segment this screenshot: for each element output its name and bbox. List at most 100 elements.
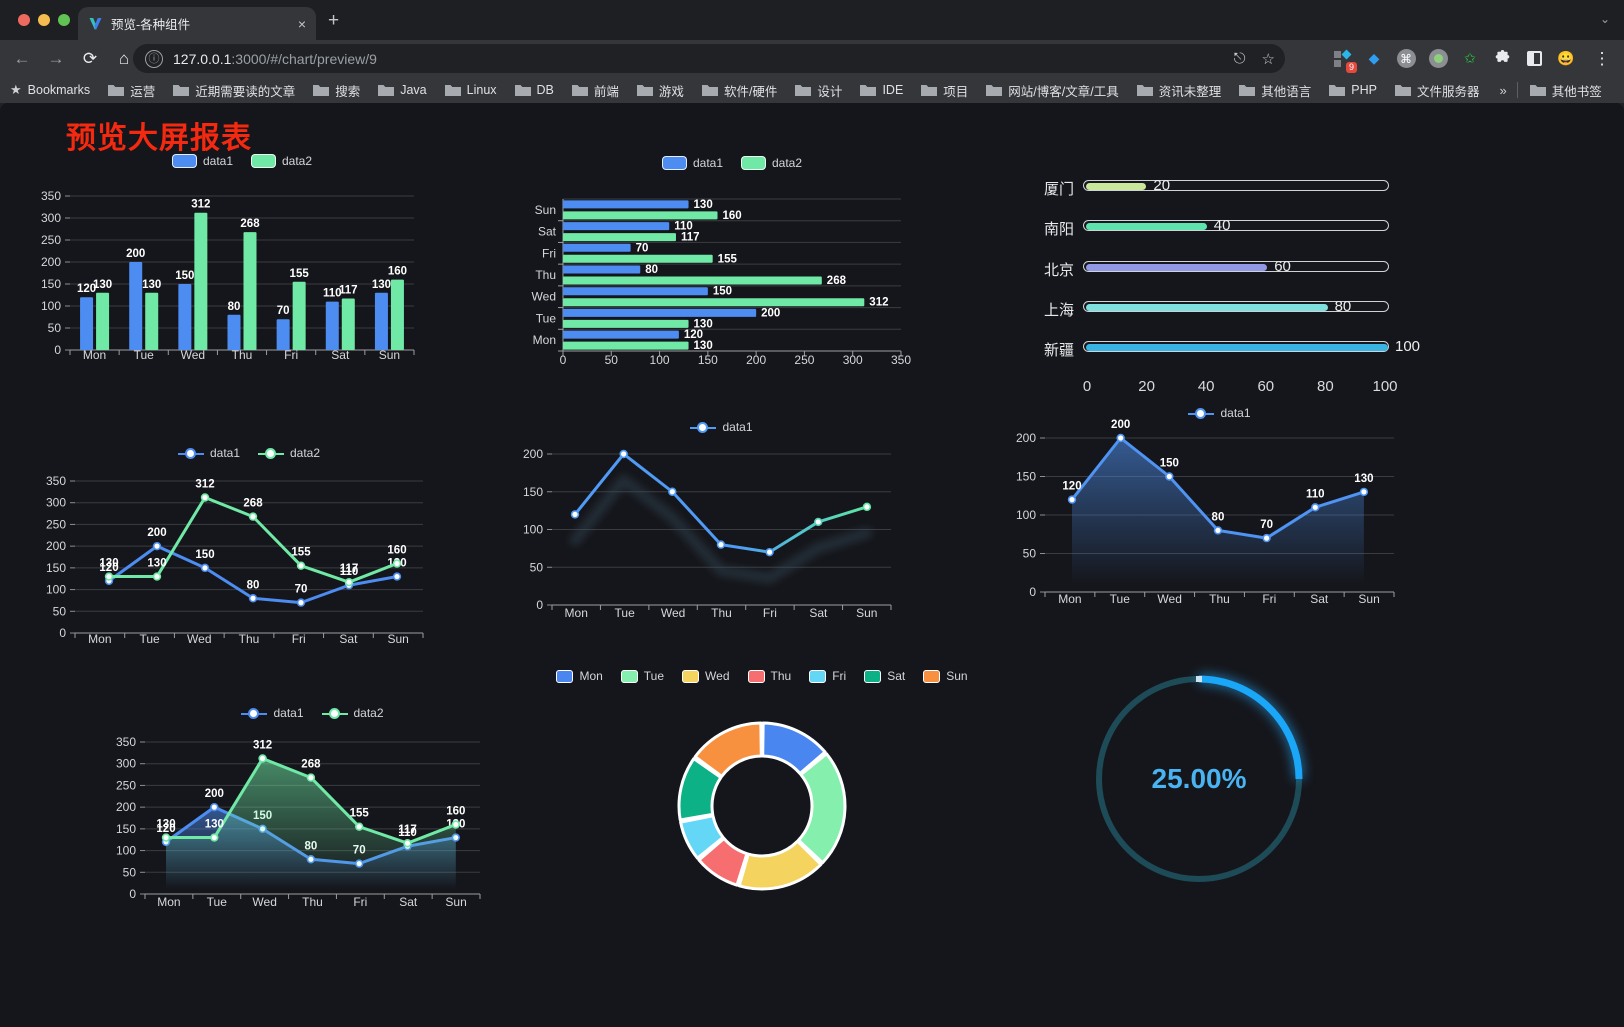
legend-item[interactable]: data1 xyxy=(171,154,233,168)
minimize-window-button[interactable] xyxy=(38,14,50,26)
chart-gauge[interactable]: 25.00% xyxy=(1080,655,1320,903)
legend-item[interactable]: Sun xyxy=(923,669,968,683)
legend-item[interactable]: data2 xyxy=(741,156,802,170)
bookmark-folder[interactable]: 其他语言 xyxy=(1239,81,1311,100)
bookmark-folder[interactable]: 运营 xyxy=(108,81,155,100)
bar-data2 xyxy=(563,211,718,220)
star-extension-icon[interactable]: ✩ xyxy=(1464,50,1476,66)
chart-horizontal-bar[interactable]: data1 data2 0 50 100 150 200 250 300 350 Sun 130 160… xyxy=(500,150,920,378)
site-info-icon[interactable]: ⓘ xyxy=(145,49,163,68)
bookmark-folder[interactable]: 设计 xyxy=(795,81,842,100)
tab-close-icon[interactable]: × xyxy=(297,15,306,32)
bookmark-folder[interactable]: 网站/博客/文章/工具 xyxy=(986,81,1119,100)
forward-button[interactable]: → xyxy=(47,48,65,68)
legend-item[interactable]: Tue xyxy=(620,669,664,683)
extensions-puzzle-icon[interactable] xyxy=(1492,49,1512,69)
reload-button[interactable]: ⟳ xyxy=(82,48,98,68)
bookmark-folder[interactable]: PHP xyxy=(1329,83,1377,97)
marker xyxy=(344,577,354,587)
chart-area-single[interactable]: data1 0 50 100 150 200 Mon Tue Wed Thu Fri Sat Sun 12… xyxy=(960,400,1400,624)
gem-extension-icon[interactable]: ◆ xyxy=(1368,50,1380,66)
menu-dots-icon[interactable]: ⋮ xyxy=(1593,48,1611,68)
bookmark-folder[interactable]: 项目 xyxy=(921,81,968,100)
chart-progress-bars[interactable]: 厦门 20 南阳 40 北京 60 上海 80 新疆 100 0 20 40 60 80 100 xyxy=(1000,158,1430,398)
tab-search-chevron-icon[interactable]: ⌄ xyxy=(1599,12,1610,26)
emoji-extension-icon[interactable]: 😀 xyxy=(1557,50,1575,66)
bar-data1 xyxy=(227,314,241,350)
svg-text:117: 117 xyxy=(681,232,700,244)
chart-line-gradient[interactable]: data1 0 50 100 150 200 Mon Tue Wed Thu Fri Sat Sun xyxy=(500,415,910,637)
svg-text:200: 200 xyxy=(746,353,766,367)
url-bar[interactable]: ⓘ 127.0.0.1 :3000/#/chart/preview/9 ⎋ ☆ xyxy=(133,44,1285,73)
share-icon[interactable]: ⎋ xyxy=(1233,49,1246,67)
tab-manager-extension-icon[interactable]: 9 xyxy=(1332,49,1357,73)
bookmark-label: DB xyxy=(536,83,554,97)
other-bookmarks-folder[interactable]: 其他书签 xyxy=(1529,81,1602,100)
window-controls xyxy=(18,14,70,26)
bookmarks-label-item[interactable]: Bookmarks xyxy=(28,83,91,97)
legend-item[interactable]: data1 xyxy=(661,156,723,170)
bookmark-label: 搜索 xyxy=(335,84,361,99)
svg-text:268: 268 xyxy=(827,275,847,287)
svg-text:110: 110 xyxy=(398,827,417,839)
bar-data1 xyxy=(563,287,708,296)
chart-grouped-bar[interactable]: data1 data2 0 50 100 150 200 250 300 350 Mon Tue Wed… xyxy=(30,150,450,378)
browser-tab[interactable]: 预览-各种组件 × xyxy=(78,7,316,40)
legend-item[interactable]: Thu xyxy=(747,669,791,683)
bookmark-folder[interactable]: 文件服务器 xyxy=(1394,81,1479,100)
legend-item[interactable]: Fri xyxy=(809,669,846,683)
legend-item[interactable]: data1 xyxy=(1188,406,1251,420)
progress-fill xyxy=(1086,183,1147,190)
chart-legend: Mon Tue Wed Thu Fri Sat Sun xyxy=(556,669,968,683)
bookmark-folder[interactable]: DB xyxy=(514,83,554,97)
svg-text:Tue: Tue xyxy=(139,632,160,646)
svg-text:Wed: Wed xyxy=(187,632,211,646)
close-window-button[interactable] xyxy=(18,14,30,26)
bar-data2 xyxy=(563,233,676,242)
svg-text:268: 268 xyxy=(243,498,263,510)
svg-text:Wed: Wed xyxy=(532,290,556,304)
bookmark-folder[interactable]: 搜索 xyxy=(313,81,360,100)
legend-item[interactable]: data1 xyxy=(690,420,753,434)
donut-slice-Mon xyxy=(761,721,827,775)
bookmark-folder[interactable]: IDE xyxy=(860,83,903,97)
marker xyxy=(1067,495,1077,504)
progress-value: 100 xyxy=(1395,338,1421,355)
svg-text:Mon: Mon xyxy=(157,895,180,909)
bookmark-folder[interactable]: Java xyxy=(378,83,427,97)
bookmark-folder[interactable]: 资讯未整理 xyxy=(1136,81,1222,100)
back-button[interactable]: ← xyxy=(13,48,31,68)
home-button[interactable]: ⌂ xyxy=(118,48,130,68)
chart-line-dual[interactable]: data1 data2 0 50 100 150 200 250 300 350 Mon Tue Wed… xyxy=(30,440,450,662)
legend-item[interactable]: data2 xyxy=(321,706,384,720)
chart-donut[interactable]: Mon Tue Wed Thu Fri Sat Sun xyxy=(556,665,968,923)
bookmark-star-icon[interactable]: ☆ xyxy=(1261,50,1275,68)
chart-canvas: 0 50 100 150 200 250 300 350 Mon Tue Wed Thu Fri Sat S… xyxy=(41,189,415,362)
maximize-window-button[interactable] xyxy=(58,14,70,26)
toolbar: ← → ⟳ ⌂ ⓘ 127.0.0.1 :3000/#/chart/previe… xyxy=(0,40,1624,77)
legend-item[interactable]: Sat xyxy=(864,669,905,683)
svg-text:Sat: Sat xyxy=(331,348,350,362)
legend-item[interactable]: data1 xyxy=(241,706,304,720)
legend-item[interactable]: Mon xyxy=(556,669,603,683)
bookmark-folder[interactable]: Linux xyxy=(444,83,497,97)
chart-area-dual[interactable]: data1 data2 0 50 100 150 200 250 300 350 Mon Tue Wed… xyxy=(95,700,515,928)
recorder-extension-icon[interactable] xyxy=(1428,49,1448,69)
line-data1 xyxy=(573,452,869,554)
bookmark-folder[interactable]: 前端 xyxy=(571,81,619,100)
command-extension-icon[interactable]: ⌘ xyxy=(1396,49,1416,69)
legend-item[interactable]: data2 xyxy=(258,446,320,460)
sidebar-extension-icon[interactable] xyxy=(1524,49,1544,69)
bookmark-folder[interactable]: 近期需要读的文章 xyxy=(173,81,295,100)
svg-text:50: 50 xyxy=(605,353,619,367)
legend-item[interactable]: Wed xyxy=(682,669,730,683)
legend-item[interactable]: data1 xyxy=(177,446,240,460)
bookmark-folder[interactable]: 游戏 xyxy=(636,81,684,100)
new-tab-button[interactable]: + xyxy=(328,10,340,31)
bookmark-folder[interactable]: 软件/硬件 xyxy=(701,81,777,100)
legend-item[interactable]: data2 xyxy=(251,154,312,168)
bookmarks-overflow-chevron[interactable]: » xyxy=(1499,82,1507,98)
bookmark-label: 资讯未整理 xyxy=(1158,84,1222,99)
svg-text:300: 300 xyxy=(46,496,66,510)
bookmark-label: IDE xyxy=(882,83,904,97)
